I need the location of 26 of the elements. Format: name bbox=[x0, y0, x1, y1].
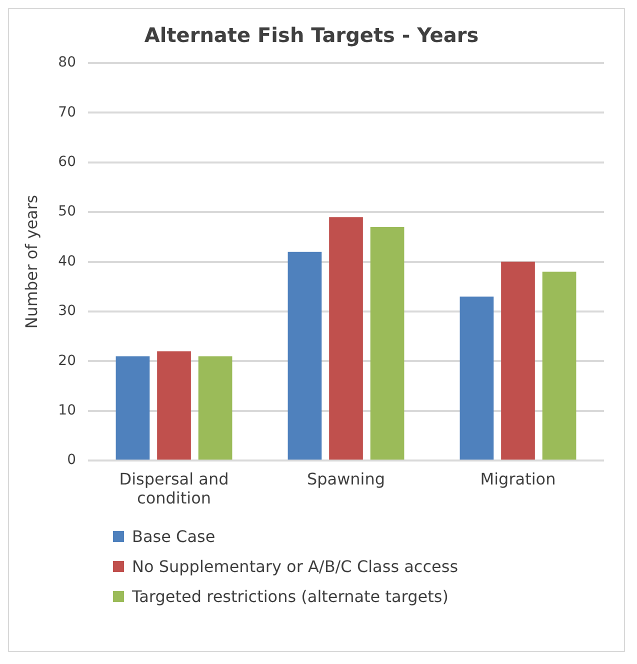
legend-label: No Supplementary or A/B/C Class access bbox=[132, 557, 458, 576]
y-tick-label: 20 bbox=[58, 352, 76, 369]
y-tick-label: 60 bbox=[58, 154, 76, 170]
chart-title: Alternate Fish Targets - Years bbox=[144, 23, 479, 48]
x-tick-label: Dispersal and condition bbox=[119, 469, 229, 508]
y-axis-title: Number of years bbox=[22, 194, 41, 329]
bar bbox=[370, 227, 404, 460]
bar bbox=[542, 272, 576, 460]
y-tick-label: 70 bbox=[58, 104, 76, 120]
bar bbox=[501, 262, 535, 460]
y-tick-label: 10 bbox=[58, 402, 76, 419]
bar bbox=[116, 356, 150, 460]
x-tick-label: Spawning bbox=[306, 469, 386, 488]
y-tick-label: 40 bbox=[58, 253, 76, 270]
bar bbox=[157, 351, 191, 460]
legend-label: Base Case bbox=[132, 527, 216, 546]
y-tick-label: 80 bbox=[58, 54, 76, 71]
bar bbox=[329, 217, 363, 460]
legend-label: Targeted restrictions (alternate targets) bbox=[132, 587, 448, 606]
x-tick-label: Migration bbox=[480, 469, 556, 488]
bar bbox=[460, 296, 494, 460]
y-tick-label: 30 bbox=[58, 303, 76, 320]
y-tick-label: 0 bbox=[67, 452, 76, 468]
y-tick-label: 50 bbox=[58, 204, 76, 220]
bar bbox=[288, 252, 322, 460]
bar bbox=[198, 356, 232, 460]
